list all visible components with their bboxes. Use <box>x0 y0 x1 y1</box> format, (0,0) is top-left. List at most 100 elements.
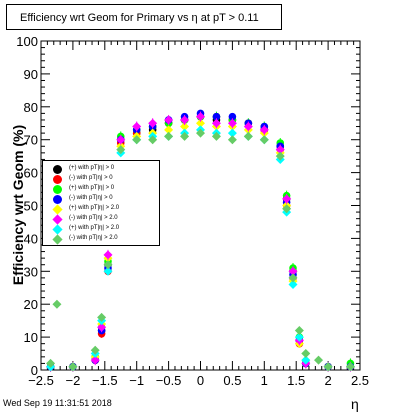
x-tick-label: 1 <box>261 373 268 388</box>
legend-marker <box>53 165 62 174</box>
y-tick-label: 10 <box>24 330 38 345</box>
data-point <box>227 135 237 145</box>
legend-label: (+) with pT|η| > 0 <box>69 165 115 171</box>
data-point <box>301 355 311 365</box>
x-tick-label: −0.5 <box>156 373 182 388</box>
data-point <box>132 135 142 145</box>
legend-marker <box>53 195 62 204</box>
y-tick-label: 50 <box>24 199 38 214</box>
data-point <box>275 151 285 161</box>
data-point <box>52 299 62 309</box>
y-tick-label: 80 <box>24 100 38 115</box>
y-tick-label: 0 <box>31 363 38 378</box>
data-point <box>116 145 126 155</box>
y-tick-label: 70 <box>24 133 38 148</box>
x-tick-label: 1.5 <box>287 373 305 388</box>
timestamp: Wed Sep 19 11:31:51 2018 <box>3 398 112 408</box>
data-point <box>116 135 126 145</box>
data-point <box>314 355 324 365</box>
chart-title: Efficiency wrt Geom for Primary vs η at … <box>20 12 259 24</box>
data-point <box>196 118 205 128</box>
legend-label: (-) with pT|η| > 0 <box>69 195 113 201</box>
data-point <box>196 128 205 138</box>
data-point <box>294 326 304 336</box>
data-point <box>227 118 237 128</box>
data-point <box>148 118 158 128</box>
data-point <box>132 122 142 132</box>
data-point <box>180 122 190 132</box>
data-point <box>97 312 107 322</box>
data-point <box>211 131 221 141</box>
data-point <box>211 118 221 128</box>
data-point <box>103 260 113 270</box>
legend-entry: (-) with pT|η| > 2.0 <box>43 234 159 245</box>
data-point <box>164 115 174 125</box>
y-tick-label: 60 <box>24 166 38 181</box>
x-tick-label: 0 <box>197 373 204 388</box>
legend-entry: (+) with pT|η| > 0 <box>43 164 159 174</box>
data-point <box>103 250 113 260</box>
data-point <box>282 194 292 204</box>
legend-label: (+) with pT|η| > 2.0 <box>69 205 120 211</box>
x-tick-label: 0.5 <box>223 373 241 388</box>
data-point <box>243 131 253 141</box>
legend-marker <box>53 185 62 194</box>
legend-label: (-) with pT|η| > 2.0 <box>69 235 118 241</box>
legend-entry: (+) with pT|η| > 0 <box>43 184 159 194</box>
data-point <box>90 345 100 355</box>
legend-entry: (-) with pT|η| > 0 <box>43 194 159 204</box>
legend-marker <box>52 234 63 245</box>
data-point <box>90 355 100 365</box>
legend: (+) with pT|η| > 0 (-) with pT|η| > 0 (+) … <box>42 160 160 246</box>
x-axis-label: η <box>351 396 359 412</box>
x-tick-label: 2.5 <box>351 373 369 388</box>
x-tick-label: −2 <box>65 373 80 388</box>
legend-entry: (+) with pT|η| > 2.0 <box>43 224 159 235</box>
y-axis-label: Efficiency wrt Geom (%) <box>10 124 26 286</box>
legend-marker <box>53 175 62 184</box>
y-tick-label: 30 <box>24 264 38 279</box>
y-tick-label: 90 <box>24 67 38 82</box>
data-point <box>68 362 78 372</box>
legend-label: (-) with pT|η| > 0 <box>69 175 113 181</box>
data-point <box>288 266 298 276</box>
data-point <box>282 204 292 214</box>
data-point <box>259 125 269 135</box>
legend-label: (-) with pT|η| > 2.0 <box>69 215 118 221</box>
data-point <box>227 128 237 138</box>
data-point <box>196 112 205 122</box>
data-point <box>46 358 56 368</box>
data-point <box>228 112 237 121</box>
x-tick-label: −2.5 <box>28 373 54 388</box>
chart-title-box: Efficiency wrt Geom for Primary vs η at … <box>6 4 282 30</box>
data-point <box>180 131 190 141</box>
data-point <box>164 131 174 141</box>
y-tick-label: 20 <box>24 297 38 312</box>
data-point <box>243 122 253 132</box>
data-point <box>259 135 269 145</box>
data-point <box>103 266 113 276</box>
data-point <box>288 273 298 283</box>
data-point <box>180 115 190 125</box>
legend-entry: (-) with pT|η| > 0 <box>43 174 159 184</box>
legend-label: (+) with pT|η| > 0 <box>69 185 115 191</box>
data-point <box>275 145 285 155</box>
data-point <box>97 322 107 332</box>
x-tick-label: −1 <box>129 373 144 388</box>
legend-label: (+) with pT|η| > 2.0 <box>69 225 120 231</box>
data-point <box>323 362 333 372</box>
data-point <box>294 332 304 342</box>
data-point <box>345 362 355 372</box>
x-tick-label: 2 <box>324 373 331 388</box>
y-tick-label: 100 <box>16 34 38 49</box>
legend-entry: (-) with pT|η| > 2.0 <box>43 214 159 225</box>
data-point <box>301 349 311 359</box>
data-point <box>164 125 174 135</box>
data-point <box>212 112 221 121</box>
data-point <box>148 135 158 145</box>
legend-entry: (+) with pT|η| > 2.0 <box>43 204 159 215</box>
x-tick-label: −1.5 <box>92 373 118 388</box>
y-tick-label: 40 <box>24 231 38 246</box>
